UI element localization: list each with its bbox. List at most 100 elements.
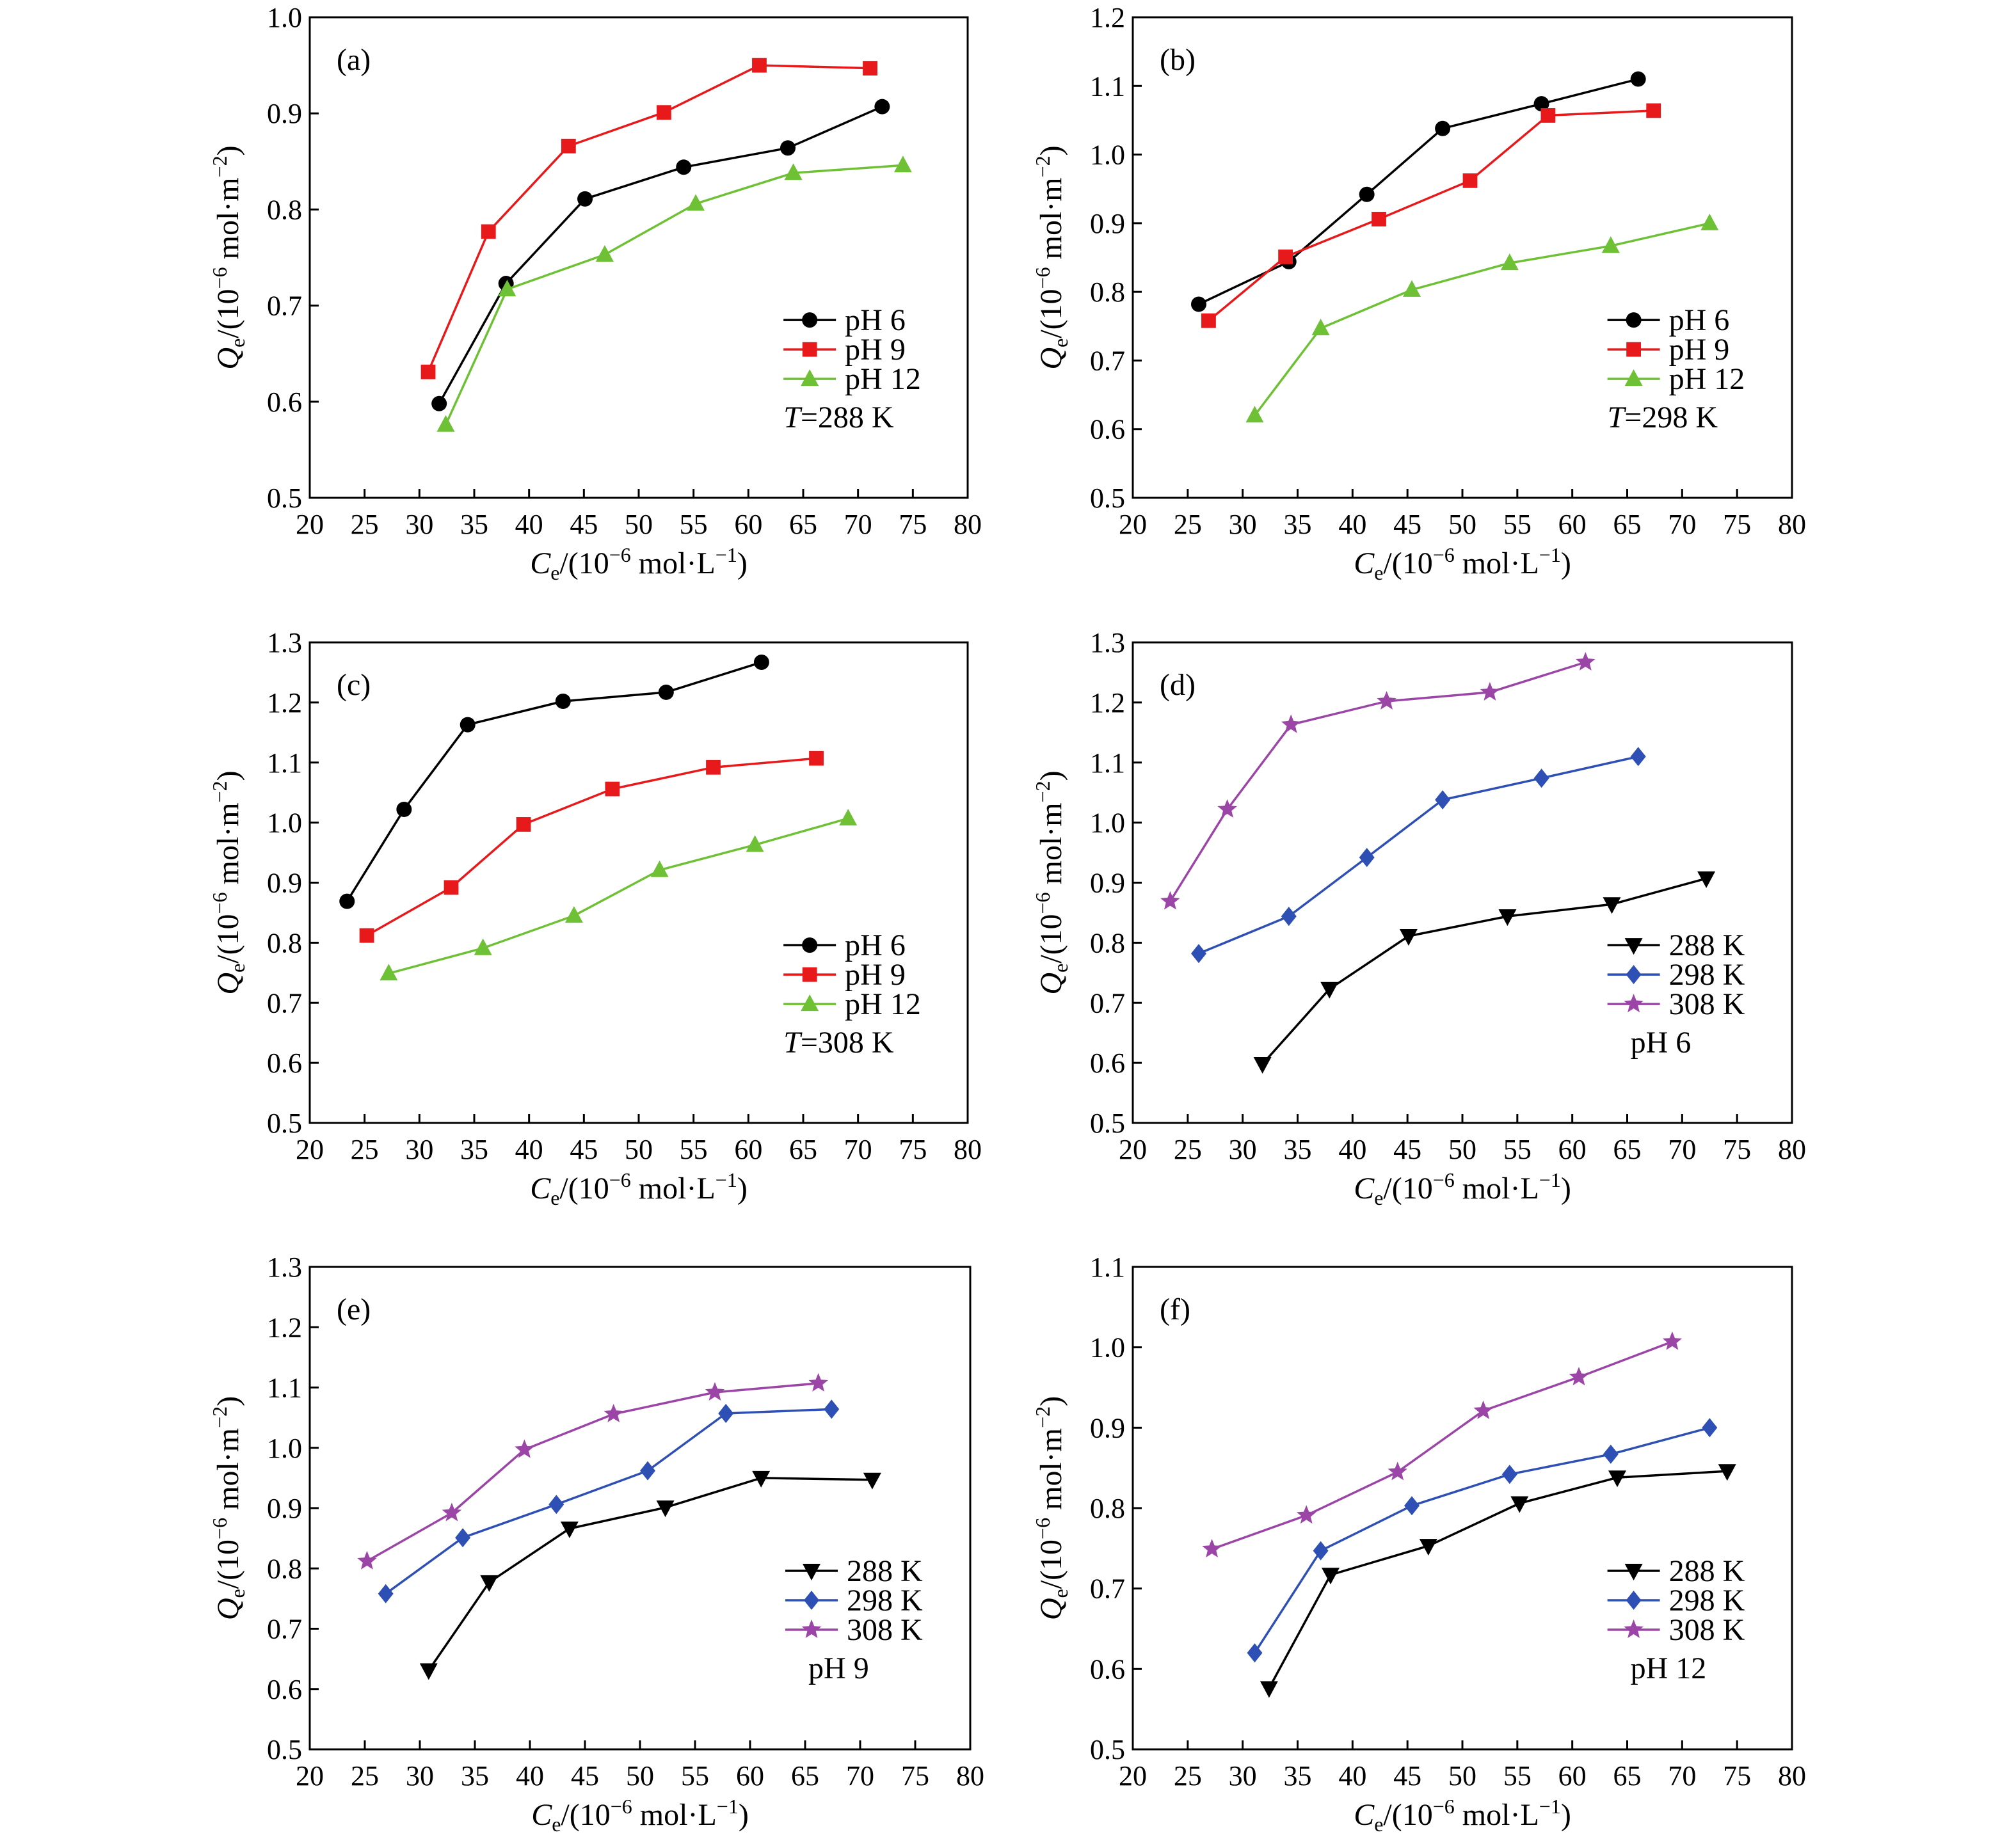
series-line-ph-6 bbox=[346, 661, 762, 902]
y-axis-title-symbol: Q bbox=[211, 347, 245, 370]
data-point bbox=[863, 61, 877, 76]
series-line-288-k bbox=[1268, 1470, 1727, 1689]
chart-panel-f: 20 25 30 35 40 45 50 55 60 65 70 75 80 0.5 0.6 0.7 0.8 0.… bbox=[1031, 1252, 1806, 1836]
x-tick-label: 25 bbox=[1174, 1760, 1202, 1792]
x-axis-title-sup2: −1 bbox=[1539, 1795, 1561, 1818]
data-point bbox=[420, 364, 436, 379]
x-tick-label: 45 bbox=[1393, 509, 1421, 540]
condition-text: pH 6 bbox=[1631, 1026, 1692, 1060]
x-tick-label: 35 bbox=[1284, 1134, 1312, 1165]
data-point bbox=[1700, 213, 1719, 230]
x-tick-label: 55 bbox=[1503, 1760, 1532, 1792]
x-axis-title-sup2: −1 bbox=[717, 1795, 739, 1818]
data-point bbox=[1603, 897, 1621, 914]
x-axis-title-unit: mol·L bbox=[1455, 1172, 1539, 1205]
y-tick-label: 0.9 bbox=[267, 1493, 302, 1524]
series-line-298-k bbox=[1198, 755, 1639, 955]
plot-frame bbox=[308, 1266, 972, 1751]
x-tick-label: 55 bbox=[681, 1760, 709, 1792]
x-tick-label: 25 bbox=[1174, 1134, 1202, 1165]
legend: pH 6pH 9pH 12 T=288 K bbox=[783, 303, 921, 434]
x-axis-title-sub: e bbox=[1374, 1813, 1383, 1836]
legend-marker bbox=[802, 342, 817, 357]
panel-label: (e) bbox=[337, 1292, 371, 1326]
data-point bbox=[1202, 1539, 1222, 1557]
data-point bbox=[561, 138, 576, 154]
data-point bbox=[442, 1502, 462, 1522]
series-line-288-k bbox=[428, 1477, 872, 1671]
x-tick-label: 75 bbox=[1723, 1134, 1751, 1165]
y-axis-title-sup: −6 bbox=[208, 267, 231, 289]
y-axis-title-unit: mol·m bbox=[1034, 802, 1068, 892]
data-point bbox=[874, 99, 890, 115]
legend-marker bbox=[1624, 1619, 1644, 1638]
data-point bbox=[1403, 280, 1421, 297]
x-tick-label: 40 bbox=[1338, 1134, 1366, 1165]
data-point bbox=[444, 880, 459, 895]
chart-panel-b: 20 25 30 35 40 45 50 55 60 65 70 75 80 0.5 0.6 0.7 0.8 0.… bbox=[1031, 2, 1806, 584]
y-axis-title-sup: −6 bbox=[1031, 1518, 1054, 1539]
series-line-ph-9 bbox=[366, 757, 817, 937]
data-point bbox=[548, 1495, 564, 1515]
x-tick-label: 80 bbox=[954, 509, 982, 540]
x-axis-title: Ce/(10−6 mol·L−1) bbox=[1354, 1168, 1571, 1209]
y-tick-label: 1.2 bbox=[267, 1312, 302, 1343]
x-tick-label: 60 bbox=[1558, 509, 1587, 540]
condition-label: T=298 K bbox=[1608, 401, 1718, 434]
data-point bbox=[1608, 1470, 1626, 1488]
legend-marker bbox=[801, 369, 819, 386]
data-point bbox=[1462, 173, 1478, 188]
y-axis-title-text: /(10 bbox=[1034, 1539, 1068, 1589]
y-tick-label: 0.8 bbox=[1090, 927, 1125, 958]
data-point bbox=[474, 938, 492, 955]
y-axis-title: Qe/(10−6 mol·m−2) bbox=[208, 1396, 249, 1620]
data-point bbox=[380, 964, 398, 981]
x-tick-label: 35 bbox=[1284, 509, 1312, 540]
y-axis-title-symbol: Q bbox=[211, 1598, 245, 1620]
legend-marker bbox=[804, 1591, 819, 1610]
condition-symbol: T bbox=[1608, 401, 1627, 434]
y-axis-title-sub: e bbox=[226, 1589, 249, 1598]
data-point bbox=[1160, 891, 1180, 910]
y-axis-title-sub: e bbox=[226, 964, 249, 973]
x-axis-title-symbol: C bbox=[530, 1172, 551, 1205]
x-axis-title-close: ) bbox=[1561, 1798, 1571, 1832]
data-point bbox=[1435, 790, 1451, 809]
x-axis-title: Ce/(10−6 mol·L−1) bbox=[531, 1795, 749, 1836]
chart-panel-d: 20 25 30 35 40 45 50 55 60 65 70 75 80 0.5 0.6 0.7 0.8 0.… bbox=[1031, 627, 1806, 1209]
panel-label: (c) bbox=[337, 668, 371, 702]
data-point bbox=[1500, 253, 1519, 271]
data-point bbox=[705, 1382, 725, 1401]
data-point bbox=[752, 1470, 771, 1488]
x-axis-title-text: /(10 bbox=[1383, 1798, 1432, 1832]
x-axis-title-symbol: C bbox=[530, 546, 551, 580]
x-tick-label: 80 bbox=[954, 1134, 982, 1165]
x-tick-label: 65 bbox=[789, 1134, 817, 1165]
x-tick-label: 45 bbox=[571, 1760, 599, 1792]
y-axis-title-unit: mol·m bbox=[1034, 1428, 1068, 1518]
y-tick-label: 1.3 bbox=[1090, 627, 1125, 658]
data-point bbox=[1480, 681, 1500, 701]
x-tick-label: 70 bbox=[846, 1760, 874, 1792]
data-point bbox=[359, 928, 374, 943]
x-tick-label: 25 bbox=[1174, 509, 1202, 540]
x-axis-title-sub: e bbox=[550, 1186, 559, 1209]
x-axis-title-close: ) bbox=[1561, 1172, 1571, 1205]
x-tick-label: 25 bbox=[351, 1760, 379, 1792]
legend-label: 298 K bbox=[1669, 1584, 1745, 1618]
x-axis-title: Ce/(10−6 mol·L−1) bbox=[530, 1168, 748, 1209]
data-point bbox=[419, 1663, 438, 1680]
y-axis-title-sup2: −2 bbox=[1031, 781, 1054, 802]
x-tick-label: 20 bbox=[296, 1134, 324, 1165]
series-line-ph-12 bbox=[444, 164, 904, 425]
x-tick-label: 65 bbox=[789, 509, 817, 540]
x-tick-label: 40 bbox=[1338, 1760, 1366, 1792]
data-point bbox=[378, 1584, 394, 1603]
x-tick-label: 75 bbox=[901, 1760, 929, 1792]
y-axis-title-text: /(10 bbox=[211, 914, 245, 963]
legend-marker bbox=[1626, 1591, 1642, 1610]
legend-marker bbox=[1624, 994, 1644, 1013]
x-axis-title-unit: mol·L bbox=[631, 546, 716, 580]
